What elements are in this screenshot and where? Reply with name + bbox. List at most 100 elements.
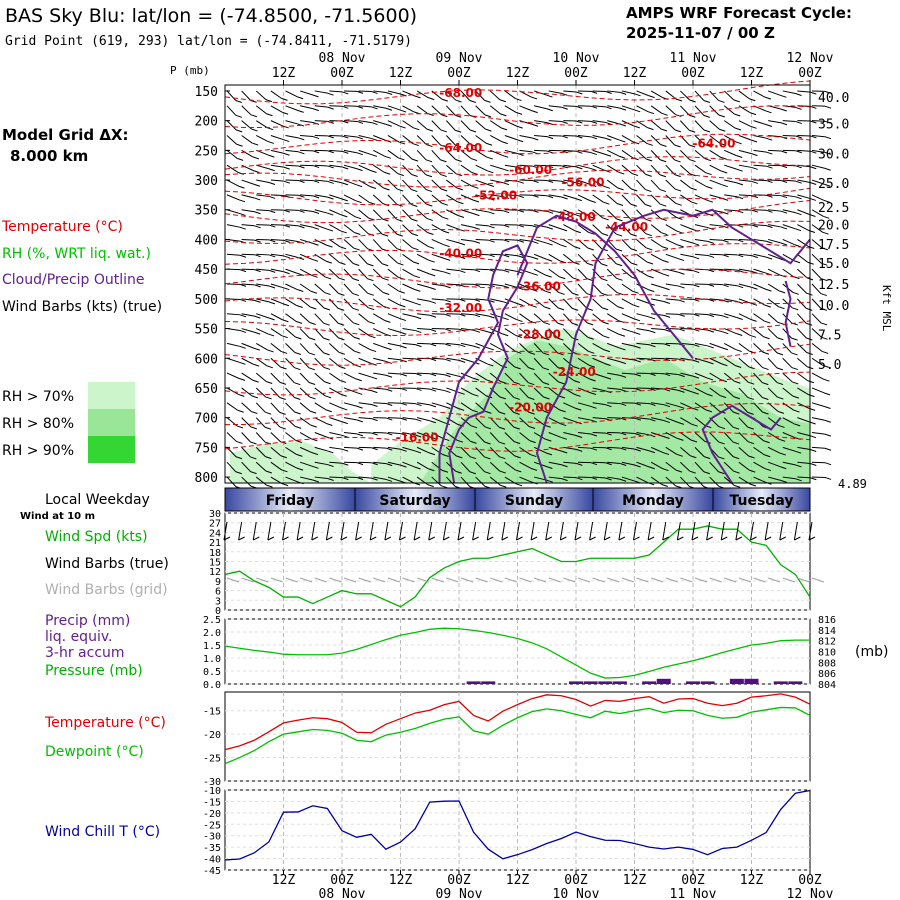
wind-barb-feather [250, 456, 257, 460]
temperature-contour [224, 80, 811, 105]
wind-barb-feather [414, 288, 421, 292]
weekday-name: Friday [266, 493, 315, 509]
wind-barb-feather [662, 273, 670, 277]
wind-barb-feather [297, 109, 304, 113]
wind-barb [285, 224, 299, 227]
pressure-tick-label: 300 [195, 174, 218, 189]
wind-barb-feather [428, 468, 435, 472]
wind-barb [300, 209, 314, 212]
wind-barb-feather [573, 366, 580, 370]
wind-barb [519, 313, 531, 322]
wind-barb [563, 328, 573, 339]
pressure-tick-label: 550 [195, 323, 218, 338]
wind-barb-feather [311, 438, 318, 442]
temperature-contour [224, 199, 811, 224]
wind-barb [519, 120, 533, 125]
wind-barb [373, 342, 386, 349]
wind-barb [314, 179, 328, 182]
wind-barb-feather [543, 396, 550, 400]
wind-barb [636, 313, 650, 318]
wind-barb-feather [616, 218, 623, 222]
wind-barb [533, 253, 547, 260]
wind-barb-feather [296, 96, 304, 100]
wind-barb-feather [561, 212, 568, 216]
wind-barb [782, 461, 796, 466]
kft-axis-label: Kft MSL [880, 285, 893, 332]
wind-barb-feather [514, 366, 521, 370]
wind-barb-feather [473, 254, 481, 258]
wind-barb-feather [776, 352, 784, 356]
wind-barb-feather [414, 466, 421, 470]
wind-barb [387, 461, 401, 466]
wind-barb [416, 209, 428, 219]
wind-barb [563, 298, 573, 309]
wind-barb [358, 328, 370, 337]
wind-barb [314, 446, 328, 452]
grid-wind-barb [694, 577, 708, 583]
wind-barb-feather [649, 330, 656, 334]
wind-barb-feather [341, 421, 348, 425]
wind-barb-feather [298, 151, 305, 155]
wind-barb-feather [793, 409, 800, 413]
temperature-contour [224, 431, 811, 452]
wind-barb [607, 342, 620, 349]
wind-barb [343, 402, 357, 407]
wind-barb [255, 357, 268, 367]
wind-barb [797, 209, 810, 215]
wind-barb-feather [663, 420, 670, 424]
wind-barb [636, 446, 650, 452]
wind-barb-feather [634, 464, 641, 468]
wind-barb [373, 476, 387, 480]
wind-barb-feather [546, 242, 553, 246]
wind-barb [343, 268, 354, 279]
wind-barb-feather [677, 258, 685, 262]
wind-barb-feather [808, 245, 815, 249]
wind-barb-feather [323, 352, 330, 356]
wind-barb-feather [576, 105, 583, 109]
wind-barb [797, 313, 807, 324]
precip-bar [788, 681, 803, 684]
wind-barb-feather [807, 261, 814, 265]
wind-barb-feather [235, 471, 242, 475]
wind-barb-feather [693, 298, 700, 302]
wind-barb [782, 209, 796, 214]
legend-rh80-swatch [88, 409, 135, 436]
wind-barb-feather [707, 329, 715, 333]
wind-panel-tick-label: 27 [209, 519, 221, 530]
grid-wind-barb [519, 577, 532, 583]
wind-barb-feather [693, 313, 700, 317]
wind-barb [621, 461, 635, 466]
pressure-tick-label: 700 [195, 412, 218, 427]
wind-barb-feather [309, 396, 316, 400]
wind-barb-feather [254, 211, 261, 215]
wind-barb [431, 120, 442, 131]
wind-barb [490, 313, 503, 319]
wind-barb-feather [795, 121, 802, 125]
wind-barb [621, 387, 635, 389]
chill-panel-tick-label: -10 [203, 786, 221, 797]
wind-barb [636, 239, 647, 249]
wind-barb-feather [531, 110, 538, 114]
wind-barb [475, 179, 489, 185]
wind-barb [606, 298, 618, 308]
wind-barb-feather [500, 113, 507, 117]
wind-barb-feather [529, 336, 536, 340]
wind-barb-feather [455, 99, 462, 103]
wind-barb [489, 432, 500, 443]
top-hour-label: 12Z [506, 66, 530, 81]
wind-barb-feather [734, 380, 741, 384]
wind-barb-feather [396, 233, 403, 237]
wind-barb [416, 105, 428, 114]
wind-barb-feather [561, 150, 568, 154]
wind-barb-feather [488, 211, 495, 215]
surface-wind-barb [808, 521, 813, 541]
wind-barb [490, 194, 504, 198]
wind-barb-feather [546, 165, 554, 169]
surface-wind-barb [574, 521, 579, 541]
wind-barb [767, 432, 780, 440]
temperature-contour-label: -44.00 [605, 220, 648, 234]
wind-barb [519, 461, 532, 469]
wind-barb [709, 402, 720, 412]
wind-barb-feather [795, 478, 802, 482]
wind-barb-feather [459, 256, 466, 260]
